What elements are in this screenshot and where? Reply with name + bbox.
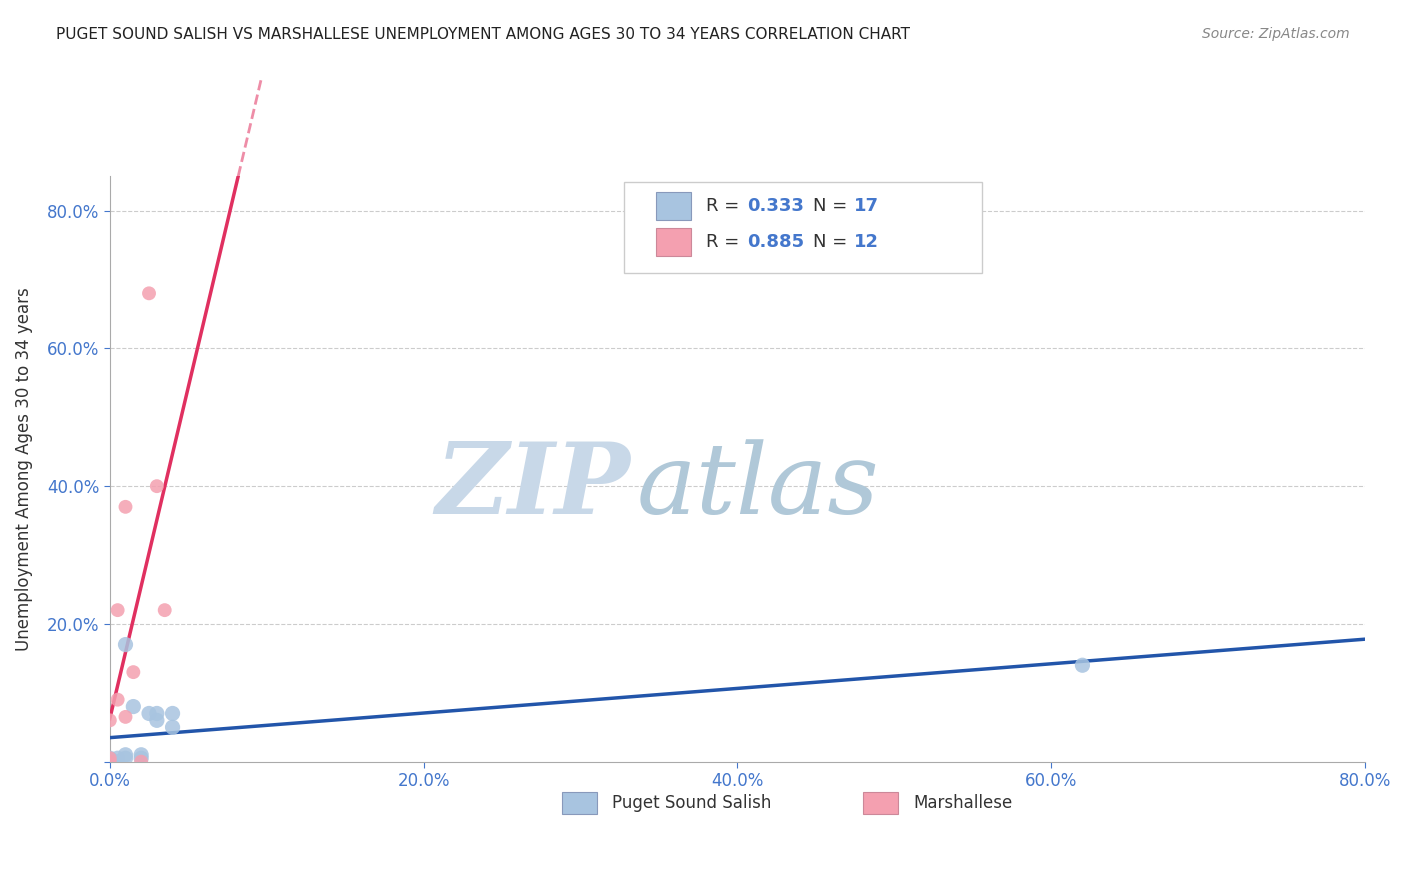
FancyBboxPatch shape <box>863 792 898 814</box>
FancyBboxPatch shape <box>655 192 690 220</box>
Point <box>146 479 169 493</box>
Point <box>107 751 129 765</box>
Point <box>153 603 176 617</box>
Point <box>114 638 136 652</box>
Point <box>129 755 152 769</box>
Point <box>1071 658 1094 673</box>
Point <box>98 755 121 769</box>
Point <box>107 603 129 617</box>
Point <box>107 692 129 706</box>
Text: R =: R = <box>706 234 745 252</box>
Text: atlas: atlas <box>637 439 880 534</box>
Point <box>98 714 121 728</box>
Point <box>162 706 184 721</box>
Text: Source: ZipAtlas.com: Source: ZipAtlas.com <box>1202 27 1350 41</box>
FancyBboxPatch shape <box>561 792 596 814</box>
FancyBboxPatch shape <box>624 182 981 273</box>
Point <box>138 706 160 721</box>
Point <box>98 755 121 769</box>
Point <box>129 747 152 762</box>
Text: R =: R = <box>706 197 745 215</box>
Y-axis label: Unemployment Among Ages 30 to 34 years: Unemployment Among Ages 30 to 34 years <box>15 287 32 651</box>
Text: N =: N = <box>813 234 852 252</box>
Point <box>98 755 121 769</box>
Text: 0.333: 0.333 <box>748 197 804 215</box>
Text: Marshallese: Marshallese <box>912 794 1012 813</box>
Text: ZIP: ZIP <box>436 438 631 535</box>
FancyBboxPatch shape <box>655 228 690 256</box>
Point <box>146 706 169 721</box>
Text: N =: N = <box>813 197 852 215</box>
Text: Puget Sound Salish: Puget Sound Salish <box>612 794 770 813</box>
Text: PUGET SOUND SALISH VS MARSHALLESE UNEMPLOYMENT AMONG AGES 30 TO 34 YEARS CORRELA: PUGET SOUND SALISH VS MARSHALLESE UNEMPL… <box>56 27 910 42</box>
Point <box>107 755 129 769</box>
Point <box>129 751 152 765</box>
Point <box>122 665 145 680</box>
Point <box>98 751 121 765</box>
Point <box>162 720 184 734</box>
Point <box>98 751 121 765</box>
Point <box>138 286 160 301</box>
Point <box>114 747 136 762</box>
Point <box>114 710 136 724</box>
Point <box>122 699 145 714</box>
Point <box>146 714 169 728</box>
Point <box>114 500 136 514</box>
Text: 17: 17 <box>853 197 879 215</box>
Text: 12: 12 <box>853 234 879 252</box>
Text: 0.885: 0.885 <box>748 234 804 252</box>
Point <box>114 751 136 765</box>
